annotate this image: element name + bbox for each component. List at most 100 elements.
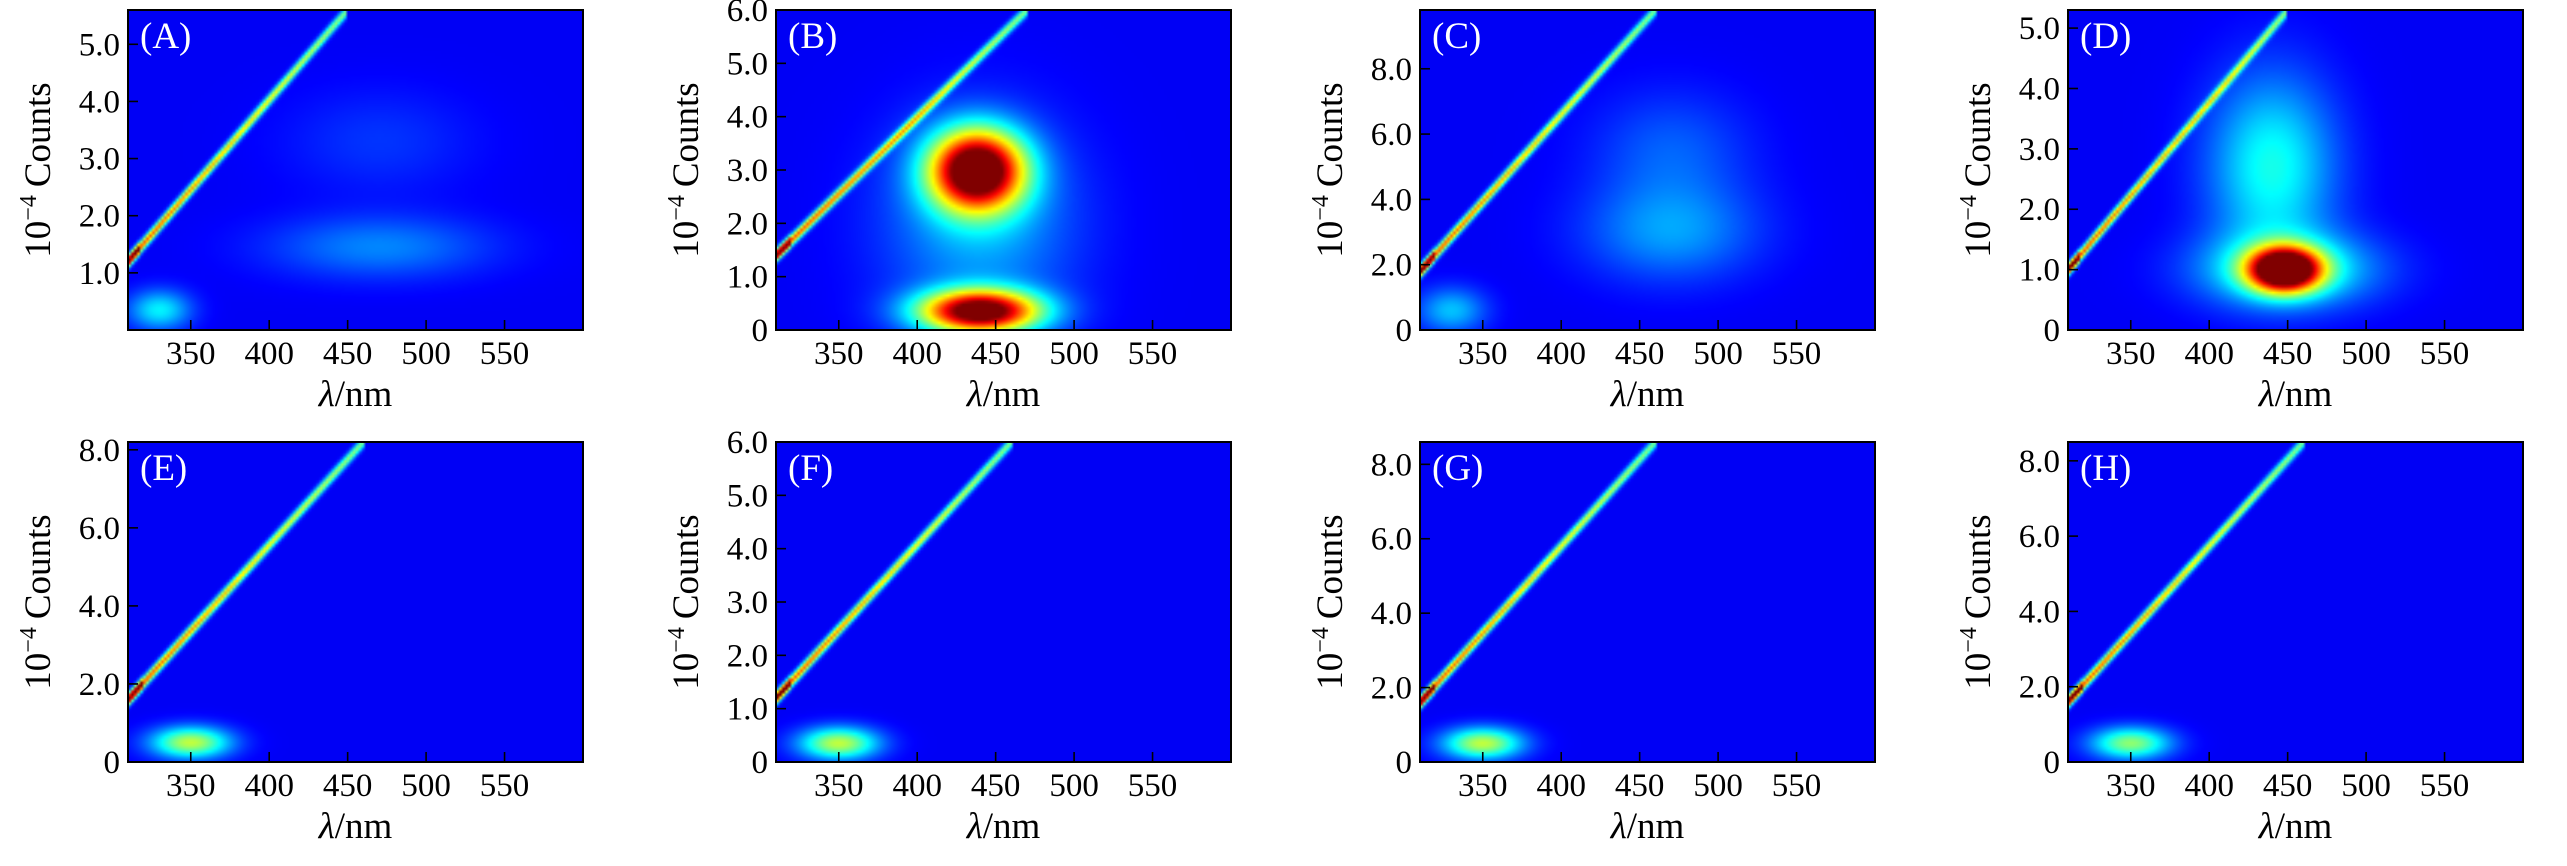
x-tick-label: 500	[1049, 768, 1099, 804]
x-axis-symbol: λ	[1610, 806, 1627, 847]
plot-frame	[1419, 441, 1876, 763]
y-tick-label: 3.0	[727, 153, 768, 189]
chart-panel-1: 350 400 450 500 550 1.0 2.0 3.0 4.0 5.0 (A) λ/nm 10−…	[16, 9, 584, 415]
y-axis-word: Counts	[1958, 82, 1999, 187]
y-axis-exponent-base: 10	[1310, 221, 1351, 258]
x-tick-label: 400	[892, 768, 942, 804]
heatmap-image	[776, 442, 1231, 762]
x-tick-label: 550	[1772, 336, 1822, 372]
x-tick-label: 350	[1458, 768, 1508, 804]
x-tick-label: 550	[2420, 768, 2470, 804]
y-tick-label: 5.0	[727, 46, 768, 82]
y-tick-label: 6.0	[727, 0, 768, 29]
y-axis-label: 10−4 Counts	[1308, 514, 1351, 689]
x-axis-unit: /nm	[335, 806, 393, 847]
y-axis-word: Counts	[18, 82, 59, 187]
y-axis-word: Counts	[1310, 514, 1351, 619]
y-tick-label: 4.0	[2019, 71, 2060, 107]
y-tick-label: 2.0	[2019, 670, 2060, 706]
x-tick-label: 500	[2341, 768, 2391, 804]
y-tick-label: 6.0	[1371, 522, 1412, 558]
y-tick-label: 8.0	[79, 433, 120, 469]
y-tick-label: 3.0	[727, 585, 768, 621]
y-axis-label: 10−4 Counts	[664, 514, 707, 689]
y-tick-label: 2.0	[1371, 671, 1412, 707]
x-tick-label: 450	[971, 768, 1021, 804]
chart-panel-4: 350 400 450 500 550 0 1.0 2.0 3.0 4.0 5.0 (D) λ/nm 10…	[1956, 9, 2524, 415]
y-tick-label: 5.0	[2019, 11, 2060, 47]
x-axis-symbol: λ	[318, 806, 335, 847]
x-tick-label: 350	[1458, 336, 1508, 372]
panel-label: (E)	[140, 448, 187, 489]
y-tick-label: 1.0	[727, 260, 768, 296]
x-tick-label: 450	[2263, 768, 2313, 804]
y-axis-exponent-base: 10	[1310, 653, 1351, 690]
x-axis-unit: /nm	[1627, 806, 1685, 847]
x-tick-label: 450	[971, 336, 1021, 372]
y-axis-word: Counts	[666, 514, 707, 619]
y-tick-label: 2.0	[79, 667, 120, 703]
x-axis-symbol: λ	[318, 374, 335, 415]
y-axis-word: Counts	[1310, 82, 1351, 187]
x-tick-label: 350	[814, 768, 864, 804]
x-tick-label: 500	[401, 768, 451, 804]
x-tick-label: 500	[1693, 336, 1743, 372]
heatmap-image	[2068, 442, 2523, 762]
x-tick-label: 350	[2106, 336, 2156, 372]
y-tick-label: 4.0	[727, 100, 768, 136]
y-tick-label: 0	[104, 745, 121, 781]
y-tick-label: 4.0	[79, 84, 120, 120]
plot-frame	[2067, 9, 2524, 331]
y-axis-label: 10−4 Counts	[1956, 514, 1999, 689]
panel-label: (F)	[788, 448, 833, 489]
y-axis-exponent-base: 10	[1958, 653, 1999, 690]
x-axis-label: λ/nm	[318, 374, 393, 415]
x-axis-label: λ/nm	[1610, 374, 1685, 415]
y-tick-label: 4.0	[79, 589, 120, 625]
y-tick-label: 6.0	[727, 425, 768, 461]
x-axis-label: λ/nm	[966, 806, 1041, 847]
x-axis-unit: /nm	[983, 374, 1041, 415]
x-tick-label: 450	[323, 768, 373, 804]
chart-panel-3: 350 400 450 500 550 0 2.0 4.0 6.0 8.0 (C) λ/nm 10−4 C…	[1308, 9, 1876, 415]
x-tick-label: 450	[1615, 336, 1665, 372]
x-axis-unit: /nm	[2275, 806, 2333, 847]
panel-label: (G)	[1432, 448, 1483, 489]
x-tick-label: 450	[2263, 336, 2313, 372]
y-tick-label: 6.0	[2019, 519, 2060, 555]
plot-frame	[1419, 9, 1876, 331]
y-tick-label: 8.0	[2019, 444, 2060, 480]
y-axis-exponent: −4	[16, 627, 42, 653]
x-tick-label: 500	[401, 336, 451, 372]
y-tick-label: 2.0	[727, 638, 768, 674]
x-tick-label: 350	[814, 336, 864, 372]
x-axis-label: λ/nm	[1610, 806, 1685, 847]
x-tick-label: 500	[2341, 336, 2391, 372]
x-axis-symbol: λ	[2258, 374, 2275, 415]
x-tick-label: 400	[244, 768, 294, 804]
x-tick-label: 350	[166, 768, 216, 804]
y-tick-label: 5.0	[727, 478, 768, 514]
panel-label: (B)	[788, 16, 837, 57]
x-axis-symbol: λ	[966, 374, 983, 415]
x-axis-unit: /nm	[335, 374, 393, 415]
panel-label: (D)	[2080, 16, 2131, 57]
y-tick-label: 1.0	[2019, 253, 2060, 289]
y-axis-exponent: −4	[1956, 195, 1982, 221]
y-axis-label: 10−4 Counts	[1308, 82, 1351, 257]
y-axis-exponent-base: 10	[18, 653, 59, 690]
x-tick-label: 450	[323, 336, 373, 372]
x-axis-unit: /nm	[1627, 374, 1685, 415]
x-axis-unit: /nm	[983, 806, 1041, 847]
y-axis-label: 10−4 Counts	[16, 514, 59, 689]
y-tick-label: 0	[1396, 745, 1413, 781]
y-axis-exponent: −4	[1956, 627, 1982, 653]
y-axis-exponent: −4	[1308, 195, 1334, 221]
heatmap-image	[128, 442, 583, 762]
y-axis-word: Counts	[1958, 514, 1999, 619]
chart-panel-2: 350 400 450 500 550 0 1.0 2.0 3.0 4.0 5.0 6.0 (B) λ/n…	[664, 0, 1232, 415]
x-tick-label: 450	[1615, 768, 1665, 804]
plot-frame	[127, 9, 584, 331]
plot-frame	[127, 441, 584, 763]
x-tick-label: 350	[2106, 768, 2156, 804]
